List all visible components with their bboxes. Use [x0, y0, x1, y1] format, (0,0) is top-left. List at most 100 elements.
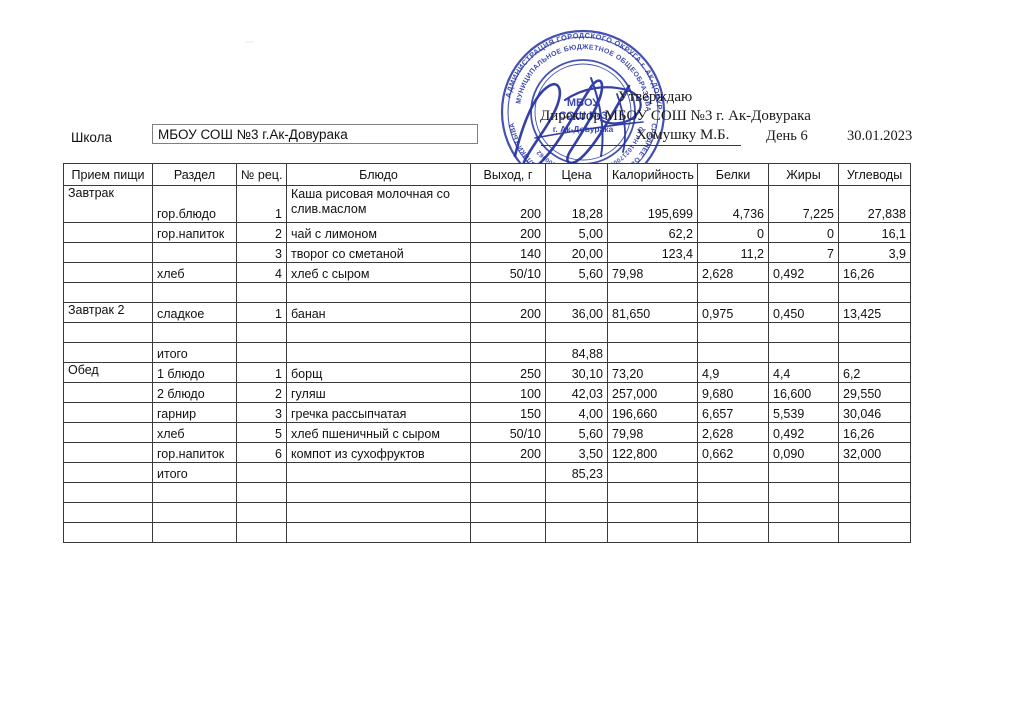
cell-price: 85,23 — [545, 462, 608, 483]
signature-rule — [541, 145, 741, 146]
cell-proteins — [697, 462, 769, 483]
table-row: 3 творог со сметаной 140 20,00 123,4 11,2 7 3,9 — [63, 242, 911, 263]
cell-meal — [63, 322, 153, 343]
cell-price: 84,88 — [545, 342, 608, 363]
header-recipe-number: № рец. — [236, 163, 287, 186]
cell-recipe-number: 3 — [236, 242, 287, 263]
cell-section: итого — [152, 342, 237, 363]
cell-output: 250 — [470, 362, 546, 383]
cell-output: 200 — [470, 222, 546, 243]
cell-dish — [286, 502, 471, 523]
cell-carbs: 16,26 — [838, 422, 911, 443]
cell-recipe-number — [236, 282, 287, 303]
cell-dish: банан — [286, 302, 471, 323]
cell-output: 150 — [470, 402, 546, 423]
cell-fats — [768, 462, 839, 483]
header-dish: Блюдо — [286, 163, 471, 186]
cell-calories: 257,000 — [607, 382, 698, 403]
cell-recipe-number — [236, 522, 287, 543]
cell-dish: гуляш — [286, 382, 471, 403]
cell-recipe-number — [236, 342, 287, 363]
cell-meal — [63, 282, 153, 303]
cell-fats: 0,090 — [768, 442, 839, 463]
cell-section: хлеб — [152, 422, 237, 443]
table-body: Завтрак гор.блюдо 1 Каша рисовая молочная с… — [63, 185, 911, 543]
cell-dish: творог со сметаной — [286, 242, 471, 263]
cell-output: 100 — [470, 382, 546, 403]
cell-proteins — [697, 342, 769, 363]
cell-meal — [63, 462, 153, 483]
cell-carbs — [838, 482, 911, 503]
cell-price — [545, 502, 608, 523]
cell-output: 50/10 — [470, 422, 546, 443]
cell-proteins: 9,680 — [697, 382, 769, 403]
cell-dish: хлеб с сыром — [286, 262, 471, 283]
cell-dish: чай с лимоном — [286, 222, 471, 243]
cell-meal — [63, 502, 153, 523]
cell-output — [470, 502, 546, 523]
cell-fats: 0,492 — [768, 262, 839, 283]
cell-recipe-number: 4 — [236, 262, 287, 283]
cell-section: хлеб — [152, 262, 237, 283]
cell-recipe-number: 5 — [236, 422, 287, 443]
cell-fats: 0,492 — [768, 422, 839, 443]
scan-artifact — [246, 41, 254, 43]
cell-meal — [63, 442, 153, 463]
approval-block: Утверждаю Директор МБОУ СОШ №3 г. Ак-Дов… — [540, 88, 811, 145]
cell-carbs: 30,046 — [838, 402, 911, 423]
cell-meal — [63, 342, 153, 363]
cell-calories: 123,4 — [607, 242, 698, 263]
cell-section: гор.напиток — [152, 442, 237, 463]
cell-output: 50/10 — [470, 262, 546, 283]
school-name-field[interactable]: МБОУ СОШ №3 г.Ак-Довурака — [152, 124, 478, 144]
cell-carbs — [838, 342, 911, 363]
cell-proteins — [697, 482, 769, 503]
cell-recipe-number: 2 — [236, 222, 287, 243]
cell-proteins — [697, 522, 769, 543]
cell-proteins — [697, 502, 769, 523]
table-row — [63, 282, 911, 303]
cell-calories: 196,660 — [607, 402, 698, 423]
cell-calories: 195,699 — [607, 185, 698, 223]
cell-meal — [63, 222, 153, 243]
cell-dish: гречка рассыпчатая — [286, 402, 471, 423]
approval-line-director: Директор МБОУ СОШ №3 г. Ак-Довурака — [540, 108, 811, 124]
cell-carbs — [838, 282, 911, 303]
cell-output: 140 — [470, 242, 546, 263]
cell-dish — [286, 522, 471, 543]
approval-line-name: Хомушку М.Б. — [636, 127, 730, 143]
cell-price: 30,10 — [545, 362, 608, 383]
cell-carbs — [838, 522, 911, 543]
table-row: хлеб 4 хлеб с сыром 50/10 5,60 79,98 2,628 0,49… — [63, 262, 911, 283]
cell-dish: хлеб пшеничный с сыром — [286, 422, 471, 443]
cell-output — [470, 322, 546, 343]
school-label: Школа — [71, 130, 113, 145]
cell-recipe-number: 6 — [236, 442, 287, 463]
cell-calories — [607, 282, 698, 303]
cell-dish: борщ — [286, 362, 471, 383]
cell-dish — [286, 462, 471, 483]
cell-output: 200 — [470, 442, 546, 463]
cell-section — [152, 502, 237, 523]
cell-proteins: 4,9 — [697, 362, 769, 383]
header-proteins: Белки — [697, 163, 769, 186]
cell-section — [152, 522, 237, 543]
cell-section — [152, 242, 237, 263]
table-row — [63, 502, 911, 523]
cell-proteins — [697, 282, 769, 303]
cell-meal — [63, 382, 153, 403]
cell-price: 5,00 — [545, 222, 608, 243]
cell-fats: 16,600 — [768, 382, 839, 403]
cell-fats — [768, 482, 839, 503]
table-row — [63, 522, 911, 543]
cell-price: 3,50 — [545, 442, 608, 463]
table-row: итого 85,23 — [63, 462, 911, 483]
cell-output — [470, 462, 546, 483]
cell-recipe-number: 1 — [236, 362, 287, 383]
cell-fats: 0 — [768, 222, 839, 243]
cell-price: 18,28 — [545, 185, 608, 223]
header-calories: Калорийность — [607, 163, 698, 186]
table-row: гор.напиток 6 компот из сухофруктов 200 3,50… — [63, 442, 911, 463]
cell-dish: Каша рисовая молочная со слив.маслом — [286, 185, 471, 223]
cell-price — [545, 282, 608, 303]
